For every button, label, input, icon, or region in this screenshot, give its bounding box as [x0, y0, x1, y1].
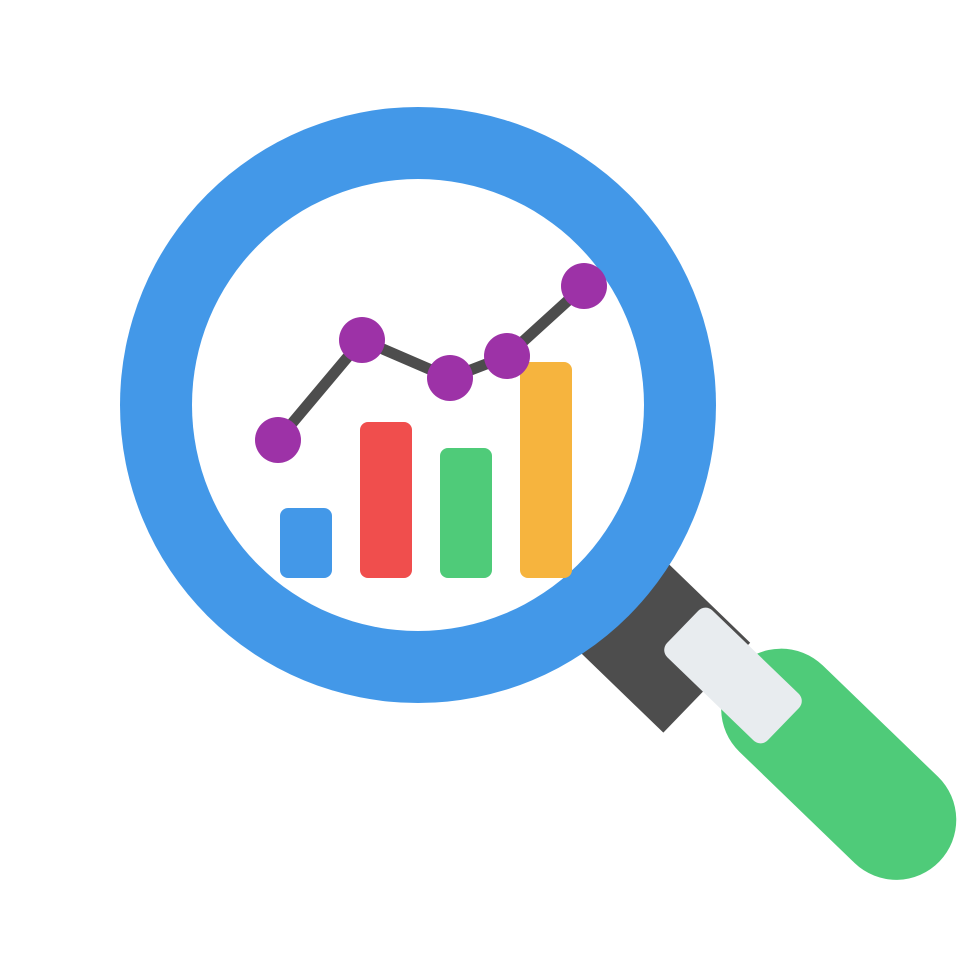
chart-point-icon — [484, 333, 530, 379]
magnifier-glass-icon — [192, 179, 644, 631]
chart-point-icon — [561, 263, 607, 309]
chart-bar-icon — [280, 508, 332, 578]
chart-bar-icon — [440, 448, 492, 578]
chart-point-icon — [427, 355, 473, 401]
analytics-search-icon — [0, 0, 980, 980]
chart-bar-icon — [360, 422, 412, 578]
chart-bar-icon — [520, 362, 572, 578]
chart-point-icon — [255, 417, 301, 463]
chart-point-icon — [339, 317, 385, 363]
